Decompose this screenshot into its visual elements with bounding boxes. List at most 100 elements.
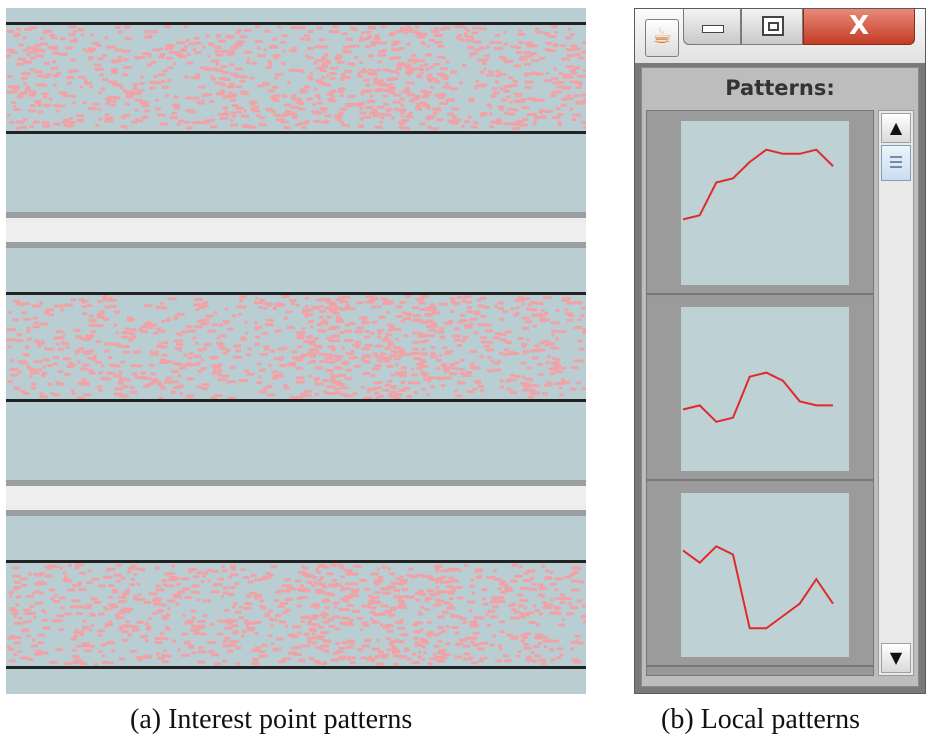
- interest-point-mark: [511, 126, 521, 130]
- interest-point-mark: [393, 353, 397, 357]
- interest-point-mark: [359, 578, 368, 582]
- interest-point-mark: [376, 329, 384, 333]
- interest-point-mark: [452, 118, 462, 122]
- interest-point-mark: [434, 40, 443, 44]
- interest-point-mark: [189, 352, 194, 355]
- interest-point-mark: [220, 83, 226, 87]
- interest-point-mark: [412, 623, 418, 627]
- interest-point-mark: [176, 41, 186, 45]
- interest-point-mark: [442, 653, 451, 657]
- interest-point-mark: [313, 580, 318, 584]
- java-cup-icon[interactable]: ☕: [645, 19, 679, 57]
- interest-point-mark: [227, 575, 232, 579]
- interest-point-mark: [431, 311, 440, 315]
- interest-point-mark: [562, 380, 571, 384]
- interest-point-mark: [13, 653, 18, 657]
- interest-point-mark: [6, 113, 11, 117]
- interest-point-mark: [304, 313, 314, 317]
- interest-point-mark: [437, 330, 445, 334]
- interest-point-mark: [403, 317, 412, 321]
- interest-point-mark: [465, 636, 473, 640]
- interest-point-mark: [389, 56, 396, 60]
- interest-point-mark: [308, 627, 317, 631]
- interest-point-mark: [565, 94, 571, 98]
- interest-point-mark: [527, 303, 532, 307]
- interest-point-mark: [178, 55, 187, 59]
- pattern-item-1[interactable]: [647, 111, 873, 295]
- interest-point-mark: [133, 350, 142, 354]
- interest-point-mark: [152, 48, 160, 52]
- interest-point-mark: [513, 313, 519, 317]
- interest-point-mark: [432, 652, 436, 656]
- interest-point-mark: [564, 36, 572, 40]
- title-bar[interactable]: ☕ X: [635, 9, 925, 63]
- interest-point-mark: [197, 85, 206, 89]
- interest-point-mark: [525, 54, 533, 58]
- interest-point-mark: [22, 36, 27, 40]
- interest-point-mark: [22, 60, 29, 64]
- pattern-item-3[interactable]: [647, 483, 873, 667]
- interest-point-mark: [517, 650, 522, 654]
- interest-point-mark: [349, 661, 356, 665]
- interest-point-mark: [543, 645, 548, 649]
- interest-point-mark: [118, 657, 125, 661]
- interest-point-mark: [340, 566, 345, 570]
- interest-point-mark: [188, 356, 193, 360]
- interest-point-mark: [324, 65, 328, 68]
- vertical-scrollbar[interactable]: ▲ ▼: [878, 110, 914, 676]
- interest-point-mark: [354, 103, 364, 107]
- interest-point-mark: [295, 376, 305, 380]
- interest-point-mark: [571, 579, 580, 583]
- interest-point-mark: [412, 331, 420, 335]
- interest-point-mark: [419, 358, 426, 362]
- interest-point-mark: [118, 627, 123, 631]
- interest-point-mark: [249, 125, 257, 129]
- interest-point-mark: [395, 595, 403, 599]
- interest-point-mark: [557, 366, 567, 370]
- interest-point-mark: [553, 67, 557, 71]
- interest-point-mark: [208, 650, 215, 654]
- scroll-down-button[interactable]: ▼: [881, 643, 911, 673]
- interest-point-mark: [7, 328, 16, 331]
- interest-point-mark: [499, 317, 504, 321]
- interest-point-mark: [113, 323, 118, 327]
- interest-point-mark: [200, 358, 204, 362]
- interest-point-mark: [132, 625, 139, 629]
- interest-point-mark: [118, 595, 127, 599]
- interest-point-mark: [245, 353, 252, 357]
- interest-point-mark: [230, 123, 238, 127]
- interest-point-mark: [299, 26, 306, 30]
- interest-point-mark: [455, 394, 463, 398]
- interest-point-mark: [283, 383, 288, 387]
- interest-point-mark: [231, 624, 239, 628]
- interest-point-mark: [542, 606, 552, 610]
- interest-point-mark: [413, 630, 421, 634]
- interest-point-mark: [456, 295, 463, 299]
- interest-point-mark: [341, 32, 348, 36]
- interest-point-mark: [334, 358, 341, 362]
- interest-point-mark: [74, 351, 79, 355]
- pattern-item-2[interactable]: [647, 297, 873, 481]
- interest-point-mark: [583, 69, 586, 73]
- close-button[interactable]: X: [803, 9, 915, 45]
- interest-point-mark: [222, 591, 229, 595]
- maximize-button[interactable]: [741, 9, 803, 45]
- interest-point-mark: [78, 347, 85, 351]
- scroll-up-button[interactable]: ▲: [881, 113, 911, 143]
- interest-point-mark: [361, 644, 370, 648]
- scroll-thumb[interactable]: [881, 145, 911, 181]
- interest-point-mark: [74, 563, 84, 567]
- interest-point-mark: [566, 318, 573, 322]
- interest-point-mark: [583, 125, 586, 129]
- interest-point-mark: [206, 568, 213, 572]
- interest-point-mark: [310, 325, 314, 329]
- interest-point-mark: [537, 313, 546, 317]
- interest-point-mark: [392, 56, 402, 60]
- minimize-button[interactable]: [683, 9, 741, 45]
- interest-point-mark: [472, 310, 481, 314]
- interest-point-mark: [229, 63, 235, 67]
- interest-point-mark: [33, 360, 43, 364]
- interest-point-mark: [304, 615, 309, 619]
- interest-point-mark: [174, 339, 179, 343]
- interest-point-mark: [351, 63, 356, 67]
